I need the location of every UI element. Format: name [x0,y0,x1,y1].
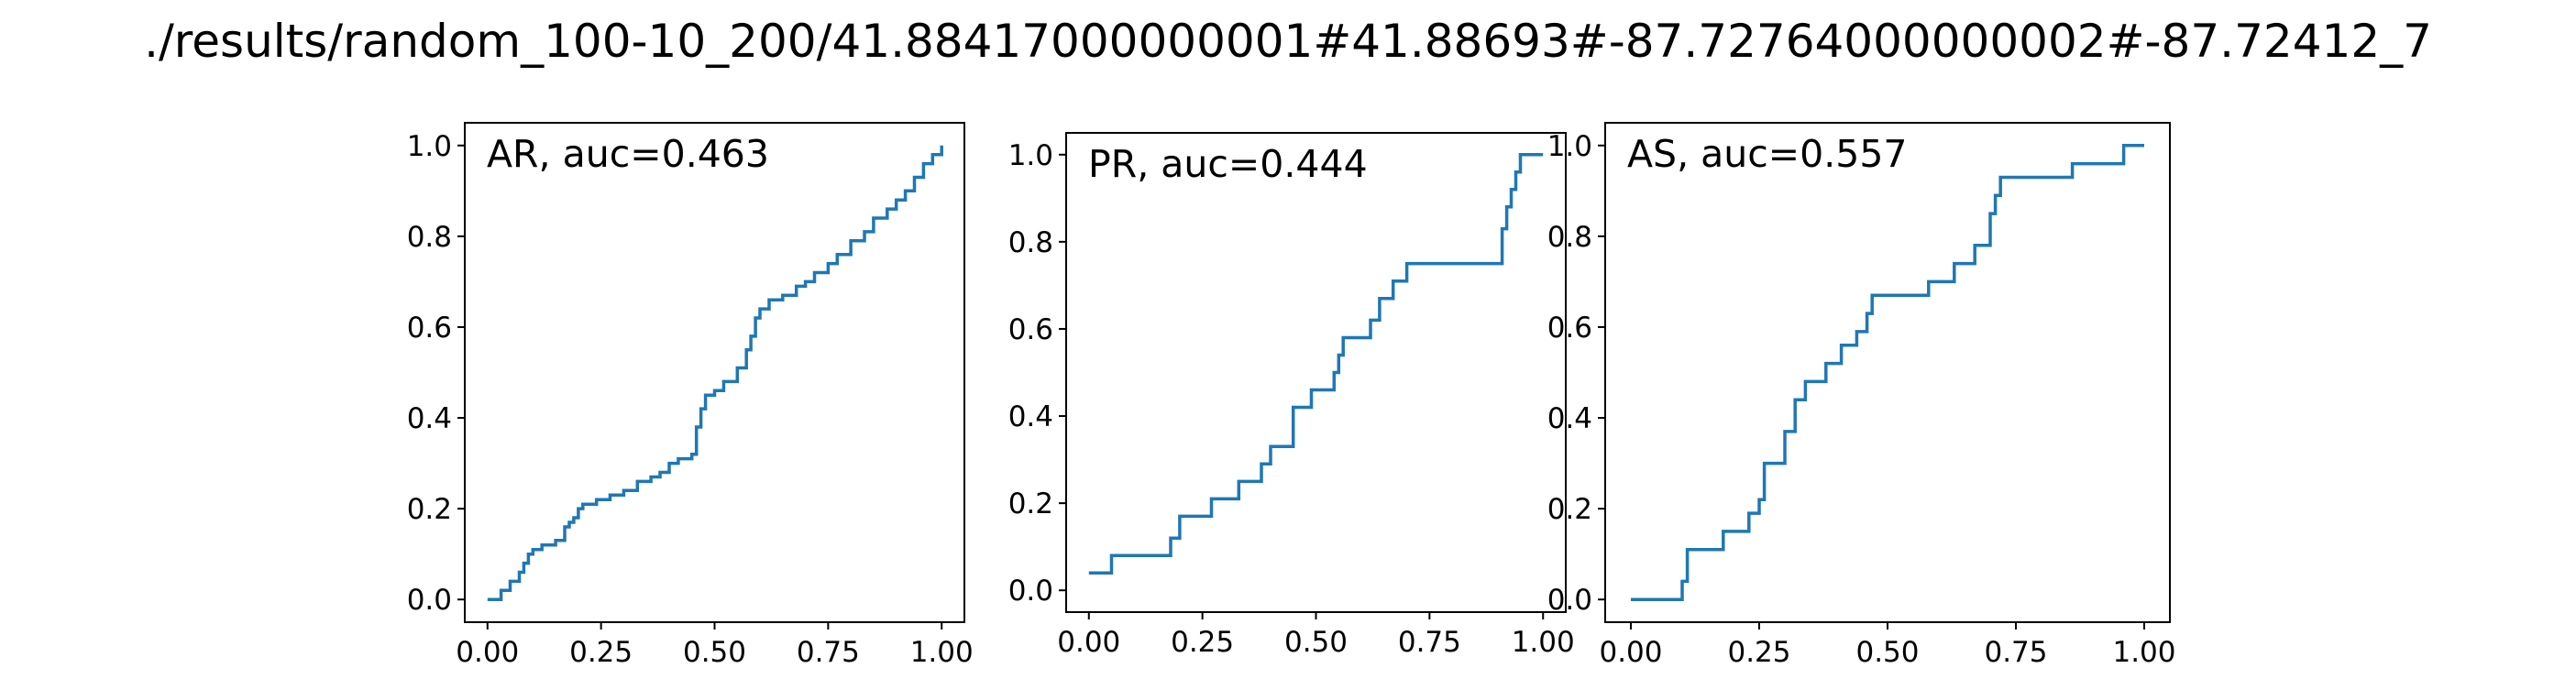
y-tick-label: 1.0 [1008,139,1053,172]
subplot-annotation: PR, auc=0.444 [1088,142,1368,186]
y-tick-label: 0.6 [1547,312,1592,345]
y-tick-label: 0.2 [1008,487,1053,520]
x-tick-label: 0.25 [1171,626,1234,659]
x-tick-label: 1.00 [2112,636,2175,669]
subplot-annotation: AS, auc=0.557 [1627,132,1908,176]
x-tick-label: 0.00 [456,636,519,669]
x-tick-label: 1.00 [1512,626,1575,659]
y-tick-label: 0.8 [1547,221,1592,254]
y-tick-label: 0.2 [1547,493,1592,526]
y-tick-label: 0.8 [407,221,452,254]
x-tick-label: 0.25 [1727,636,1790,669]
x-tick-label: 0.75 [797,636,860,669]
series-line-1-1 [487,145,943,601]
x-tick-label: 0.50 [1284,626,1348,659]
subplot-2: 0.00 0.25 0.50 0.75 1.00 0.0 0.2 0.4 0.6 0.8 1.0 PR… [1008,132,1575,659]
y-tick-label: 0.6 [407,312,452,345]
subplot-3: 0.00 0.25 0.50 0.75 1.00 0.0 0.2 0.4 0.6 0.8 1.0 AS… [1547,122,2176,669]
y-tick-label: 0.2 [407,493,452,526]
figure-title: ./results/random_100-10_200/41.884170000… [144,15,2432,68]
subplot-annotation: AR, auc=0.463 [487,132,769,176]
x-tick-label: 0.75 [1984,636,2047,669]
series-line-2-1 [1088,153,1544,575]
y-tick-label: 0.0 [1008,575,1053,608]
y-tick-label: 0.6 [1008,313,1053,346]
y-tick-label: 0.4 [1008,400,1053,433]
series-line-3-1 [1631,144,2144,601]
x-tick-label: 0.75 [1398,626,1461,659]
x-tick-label: 0.25 [569,636,633,669]
y-tick-label: 1.0 [1547,130,1592,163]
x-tick-label: 1.00 [910,636,974,669]
x-tick-label: 0.00 [1599,636,1662,669]
y-tick-label: 1.0 [407,130,452,163]
y-tick-label: 0.8 [1008,226,1053,259]
y-tick-label: 0.0 [1547,584,1592,617]
x-tick-label: 0.50 [1855,636,1919,669]
x-tick-label: 0.00 [1057,626,1120,659]
x-tick-label: 0.50 [683,636,746,669]
y-tick-label: 0.4 [407,402,452,435]
y-tick-label: 0.4 [1547,402,1592,435]
subplot-1: 0.00 0.25 0.50 0.75 1.00 0.0 0.2 0.4 0.6 0.8 1.0 AR… [407,122,974,669]
y-tick-label: 0.0 [407,584,452,617]
subplots: 0.00 0.25 0.50 0.75 1.00 0.0 0.2 0.4 0.6 0.8 1.0 AR… [407,122,2176,669]
